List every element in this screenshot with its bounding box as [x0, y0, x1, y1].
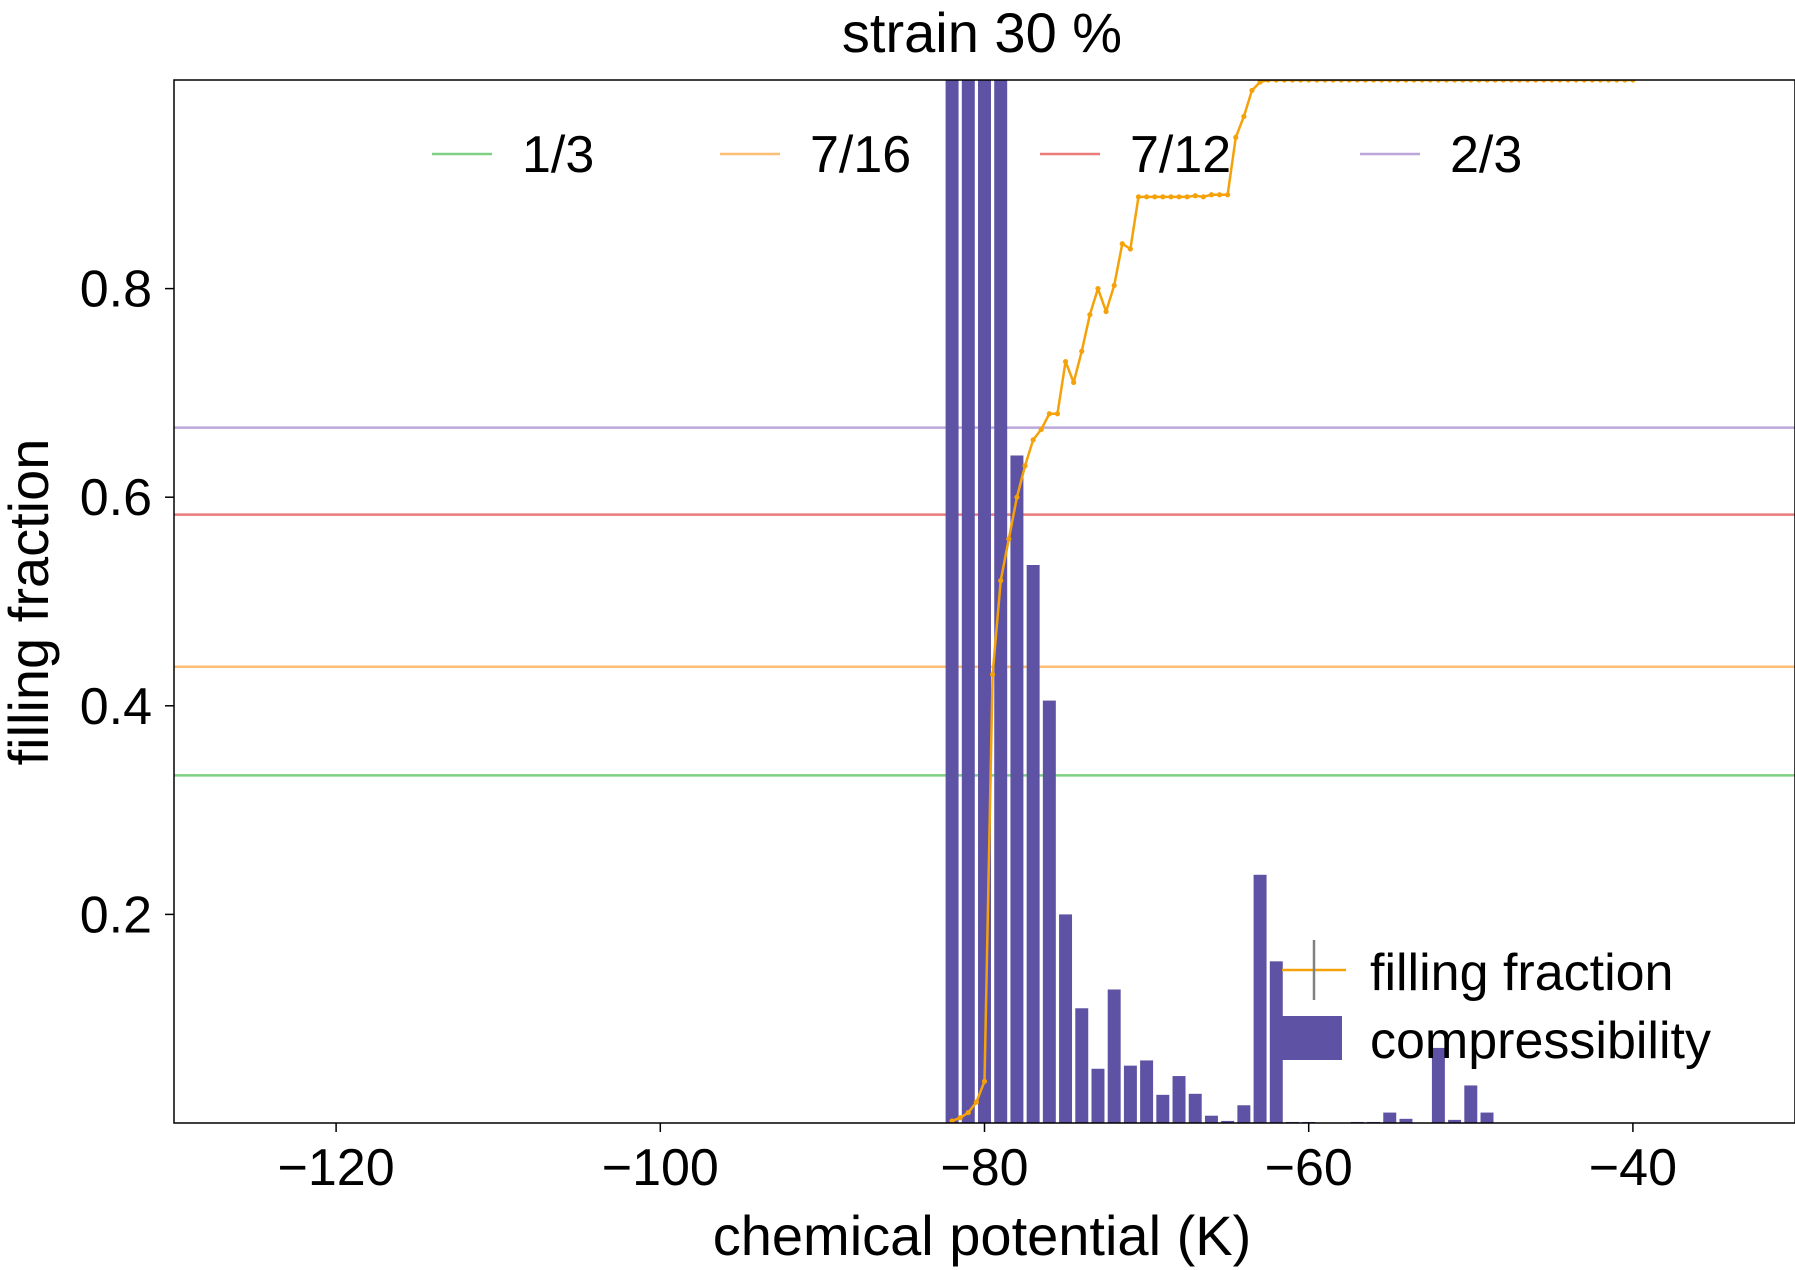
filling-fraction-point — [1241, 113, 1247, 120]
compressibility-bar — [1107, 989, 1121, 1123]
filling-fraction-point — [1216, 192, 1223, 198]
compressibility-bar — [1042, 700, 1056, 1123]
compressibility-bars — [945, 80, 1494, 1123]
filling-fraction-point — [1225, 192, 1231, 198]
legend-compressibility-label: compressibility — [1370, 1012, 1711, 1070]
filling-fraction-point — [1160, 194, 1166, 200]
x-axis-ticks: −120 −100 −80 −60 −40 — [278, 1123, 1677, 1197]
compressibility-bar — [1010, 455, 1024, 1123]
compressibility-bar — [1188, 1093, 1202, 1123]
y-tick-label: 0.2 — [80, 886, 152, 944]
filling-fraction-point — [1152, 194, 1158, 200]
filling-fraction-point — [1087, 312, 1093, 318]
y-tick-label: 0.6 — [80, 469, 152, 527]
filling-fraction-point — [1111, 282, 1117, 289]
x-tick-label: −60 — [1265, 1139, 1353, 1197]
filling-fraction-point — [1079, 348, 1085, 354]
filling-fraction-point — [965, 1109, 971, 1116]
compressibility-bar — [1091, 1068, 1105, 1123]
filling-fraction-point — [1119, 241, 1125, 247]
filling-fraction-point — [1233, 134, 1239, 140]
compressibility-bar — [994, 80, 1008, 1123]
compressibility-bar — [1464, 1085, 1478, 1123]
filling-fraction-point — [1062, 359, 1069, 365]
x-tick-label: −120 — [278, 1139, 395, 1197]
legend-label-2-3: 2/3 — [1450, 126, 1522, 184]
filling-fraction-point — [1200, 194, 1206, 200]
y-axis-label: filling fraction — [0, 439, 60, 766]
compressibility-bar — [1431, 1047, 1445, 1123]
compressibility-bar — [1075, 1008, 1089, 1123]
filling-fraction-point — [981, 1078, 988, 1084]
compressibility-bar — [1399, 1118, 1413, 1123]
filling-fraction-point — [1054, 411, 1061, 417]
legend-series: filling fraction compressibility — [1282, 940, 1711, 1070]
compressibility-bar — [961, 80, 975, 1123]
filling-fraction-point — [1127, 246, 1133, 252]
x-tick-label: −100 — [602, 1139, 719, 1197]
legend-reference-lines: 1/3 7/16 7/12 2/3 — [432, 126, 1522, 184]
filling-fraction-point — [973, 1099, 979, 1105]
y-axis-ticks: 0.2 0.4 0.6 0.8 — [80, 261, 174, 944]
filling-fraction-point — [1192, 193, 1198, 199]
compressibility-bar — [1383, 1112, 1397, 1123]
filling-fraction-point — [1071, 379, 1077, 386]
compressibility-bar — [1237, 1105, 1251, 1123]
compressibility-bar — [1026, 564, 1040, 1123]
x-tick-label: −40 — [1589, 1139, 1677, 1197]
legend-filling-label: filling fraction — [1370, 944, 1673, 1002]
filling-fraction-point — [1030, 437, 1036, 443]
compressibility-bar — [1059, 914, 1073, 1123]
x-tick-label: −80 — [940, 1139, 1028, 1197]
chart-title: strain 30 % — [842, 1, 1122, 64]
filling-fraction-point — [1103, 308, 1109, 315]
plot-area — [174, 80, 1795, 1123]
legend-label-7-12: 7/12 — [1130, 126, 1231, 184]
compressibility-bar — [1480, 1112, 1494, 1123]
filling-fraction-point — [949, 1118, 955, 1123]
filling-fraction-point — [1014, 494, 1020, 500]
compressibility-bar — [1172, 1076, 1186, 1123]
legend-compressibility-swatch — [1282, 1016, 1342, 1060]
y-tick-label: 0.8 — [80, 261, 152, 319]
filling-fraction-point — [1006, 536, 1012, 542]
compressibility-bar — [945, 80, 959, 1123]
compressibility-bar — [1140, 1060, 1154, 1123]
compressibility-bar — [1221, 1120, 1235, 1123]
compressibility-bar — [978, 80, 991, 1123]
filling-fraction-point — [1208, 192, 1215, 198]
filling-fraction-point — [1184, 194, 1190, 200]
filling-fraction-point — [1022, 463, 1028, 469]
filling-fraction-point — [1168, 194, 1174, 200]
filling-fraction-point — [1144, 194, 1150, 200]
legend-label-7-16: 7/16 — [810, 126, 911, 184]
filling-fraction-point — [1046, 411, 1052, 417]
filling-fraction-point — [990, 671, 996, 678]
filling-fraction-point — [1257, 80, 1263, 85]
filling-fraction-point — [1176, 194, 1182, 200]
x-axis-label: chemical potential (K) — [713, 1204, 1251, 1267]
filling-fraction-point — [998, 578, 1004, 584]
filling-fraction-point — [957, 1115, 963, 1121]
filling-fraction-point — [1038, 426, 1044, 433]
filling-fraction-point — [1249, 87, 1255, 94]
compressibility-bar — [1123, 1065, 1137, 1123]
compressibility-bar — [1204, 1115, 1218, 1123]
compressibility-bar — [1253, 874, 1267, 1123]
compressibility-bar — [1448, 1119, 1462, 1123]
y-tick-label: 0.4 — [80, 678, 152, 736]
compressibility-bar — [1156, 1094, 1170, 1123]
legend-label-1-3: 1/3 — [522, 126, 594, 184]
filling-fraction-point — [1135, 194, 1142, 200]
filling-fraction-point — [1095, 286, 1101, 292]
compressibility-bar — [1269, 961, 1283, 1123]
